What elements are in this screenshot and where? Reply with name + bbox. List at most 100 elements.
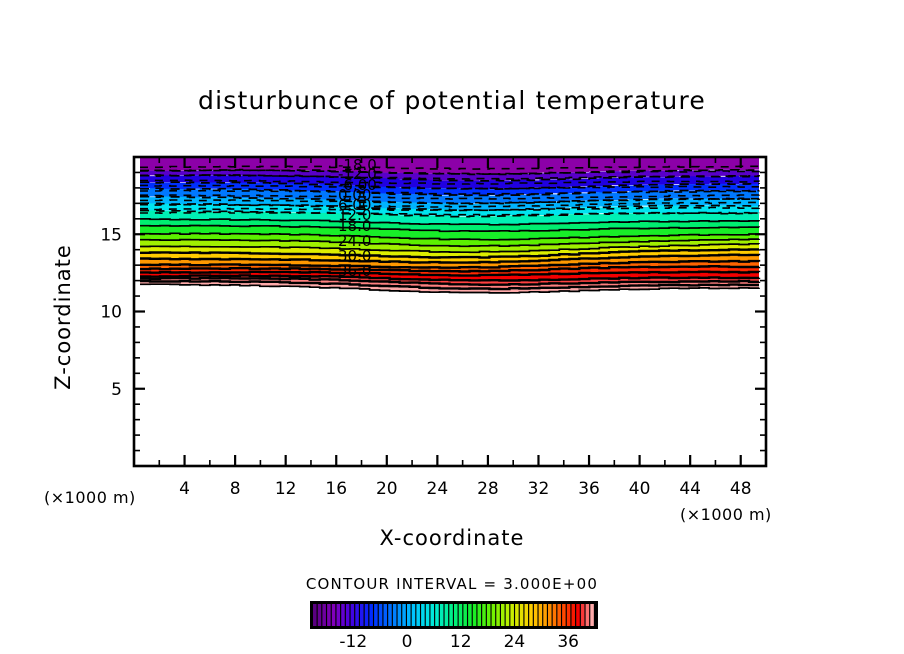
x-tick-label: 20 [376,479,398,499]
contour-label-layer: -18.0-12.0-6.000.006.0012.018.024.030.03… [338,156,377,280]
contour-line-positive [140,224,760,233]
colorbar-band [388,604,392,626]
x-axis-label: X-coordinate [379,526,525,550]
contour-label: -18.0 [338,156,377,174]
contour-band [140,169,759,181]
colorbar-tick-label: 36 [557,632,579,652]
contour-line-positive [140,218,760,226]
colorbar-band [378,604,383,626]
colorbar-band [468,604,472,626]
colorbar-band [397,604,402,626]
y-tick-label: 10 [100,303,122,323]
contour-line-positive [140,253,761,264]
x-tick-label: 36 [578,479,600,499]
contour-line-negative [140,165,760,170]
x-tick-label: 28 [477,479,499,499]
y-axis-ticks: 5 10 15 [100,171,766,452]
contour-line-negative [140,201,760,208]
colorbar-band [510,604,514,626]
colorbar-band [439,604,444,626]
contour-line-negative [140,194,760,200]
colorbar-band [392,604,397,626]
contour-line-negative [140,179,760,185]
colorbar-band [364,604,369,626]
x-tick-label: 12 [275,479,297,499]
contour-line-positive [140,276,761,286]
colorbar-band [477,604,482,626]
colorbar-band [449,604,453,626]
colorbar-band [327,604,331,626]
colorbar-band [407,604,411,626]
colorbar-band [524,604,529,626]
contour-label: -6.00 [338,176,377,194]
colorbar-band [317,604,322,626]
x-axis-ticks: 4 8 12 16 20 24 28 32 36 40 44 48 [158,157,767,499]
colorbar-band [313,604,317,626]
x-tick-label: 40 [629,479,651,499]
x-tick-label: 24 [427,479,449,499]
contour-band [140,210,759,225]
colorbar-band [411,604,416,626]
colorbar-tick-label: -12 [339,632,367,652]
contour-line-positive [140,279,759,291]
colorbar-band [538,604,543,626]
contour-line-negative [140,206,760,212]
x-tick-label: 48 [730,479,752,499]
x-tick-label: 8 [230,479,241,499]
colorbar-band [463,604,467,626]
colorbar-band [336,604,341,626]
contour-line-positive [140,232,760,241]
contour-label: 30.0 [338,247,371,265]
contour-label: 12.0 [338,206,371,224]
colorbar-band [590,604,594,626]
colorbar-band [505,604,510,626]
contour-line-negative [140,197,760,205]
contour-line-negative [140,181,760,190]
colorbar-band [562,604,566,626]
colorbar-band [491,604,496,626]
contour-label: 36.0 [338,262,371,280]
colorbar-band [486,604,491,626]
colorbar-tick-label: 12 [450,632,472,652]
colorbar-band [369,604,373,626]
contour-line-positive [140,259,761,269]
contour-line-negative [140,174,760,180]
contour-line-positive [140,242,760,254]
colorbar-tick-label: 0 [402,632,413,652]
colorbar-band [355,604,359,626]
contour-line-positive [140,283,760,294]
colorbar-band [444,604,449,626]
page-title: disturbunce of potential temperature [198,86,706,115]
x-tick-label: 4 [179,479,190,499]
contour-line-negative [140,189,760,195]
colorbar-band [416,604,420,626]
colorbar-band [529,604,533,626]
colorbar-band [341,604,345,626]
colorbar-band [548,604,552,626]
x-tick-label: 32 [528,479,550,499]
y-tick-label: 5 [111,380,122,400]
colorbar: -12 0 12 24 36 [310,601,598,652]
x-axis-units-note: (×1000 m) [680,505,772,524]
y-axis-units-note: (×1000 m) [44,488,136,507]
colorbar-band [421,604,425,626]
x-tick-label: 44 [679,479,701,499]
colorbar-band [383,604,388,626]
colorbar-band [331,604,336,626]
colorbar-band [571,604,576,626]
colorbar-band [322,604,326,626]
colorbar-band [552,604,557,626]
colorbar-band [482,604,486,626]
contour-line-positive [140,274,761,282]
contour-line-negative [140,187,760,197]
colorbar-band [374,604,378,626]
colorbar-band [580,604,585,626]
colorbar-tick-label: 24 [504,632,526,652]
contour-line-negative [140,195,760,205]
contour-line-positive [140,270,761,277]
colorbar-band [458,604,463,626]
colorbar-band [501,604,505,626]
colorbar-band [566,604,571,626]
